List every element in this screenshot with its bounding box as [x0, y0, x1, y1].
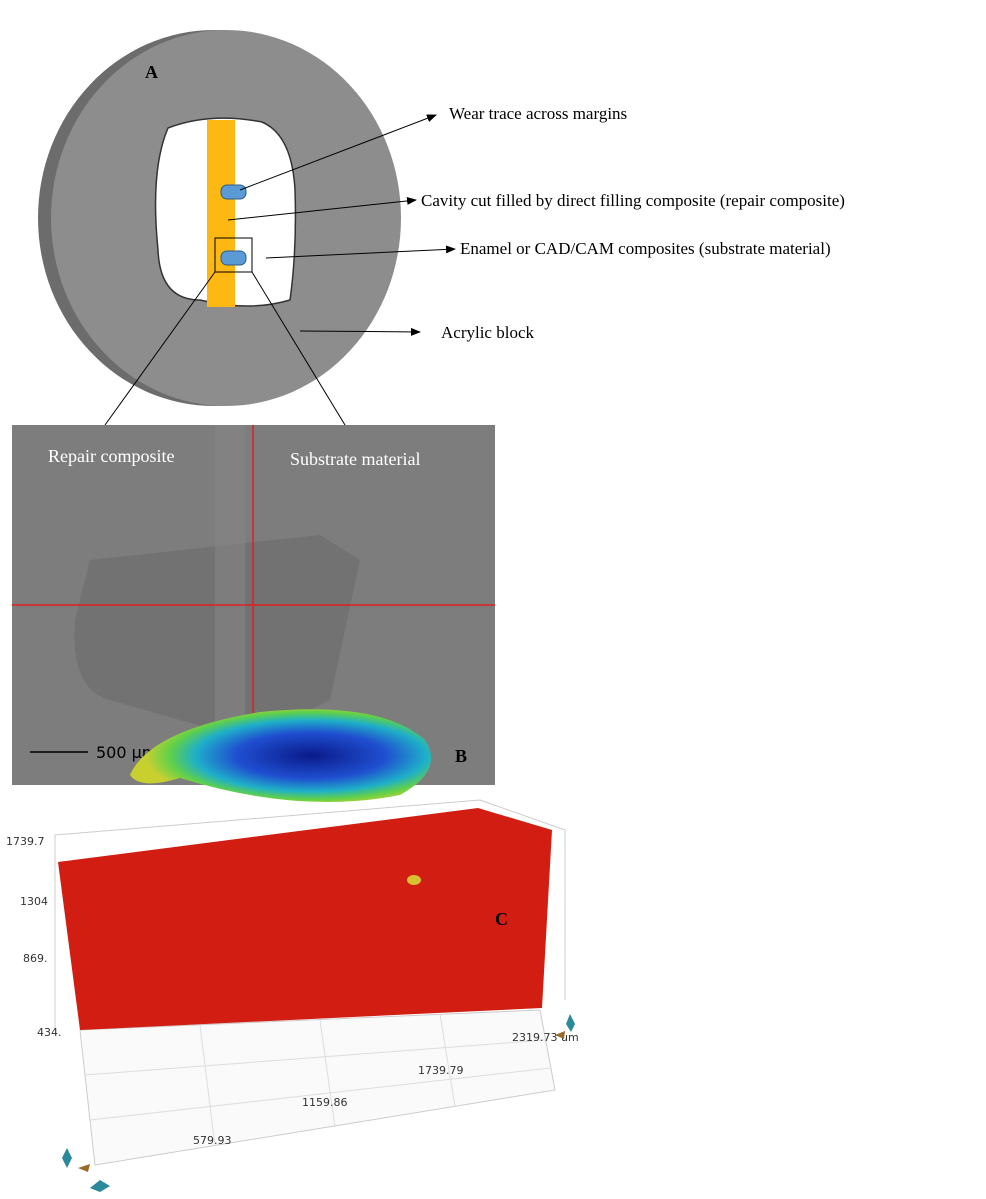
- annotation: Cavity cut filled by direct filling comp…: [421, 191, 845, 210]
- repair-strip: [207, 120, 235, 307]
- panel-label: A: [145, 62, 158, 82]
- wear-trace: [221, 251, 246, 265]
- figure: A Wear trace across margins Cavity cut f…: [0, 0, 986, 1199]
- region-label: Repair composite: [48, 446, 174, 466]
- floor-grid: [80, 1010, 555, 1165]
- annotation: Acrylic block: [441, 323, 534, 342]
- axis-label: 1739.79: [418, 1064, 464, 1077]
- axis-label: 2319.73 um: [512, 1031, 579, 1044]
- panel-label: C: [495, 909, 508, 929]
- axis-label: 1304: [20, 895, 48, 908]
- wear-trace: [221, 185, 246, 199]
- axis-label: 869.: [23, 952, 48, 965]
- page: A Wear trace across margins Cavity cut f…: [0, 0, 986, 1199]
- surface: [58, 808, 552, 1030]
- annotation: Enamel or CAD/CAM composites (substrate …: [460, 239, 831, 258]
- region-label: Substrate material: [290, 449, 420, 469]
- axis-label: 434.: [37, 1026, 62, 1039]
- panel-label: B: [455, 746, 467, 766]
- axis-label: 579.93: [193, 1134, 232, 1147]
- defect: [407, 875, 421, 885]
- annotation: Wear trace across margins: [449, 104, 627, 123]
- panel-a: A Wear trace across margins Cavity cut f…: [38, 30, 845, 425]
- axis-label: 1739.7: [6, 835, 45, 848]
- axis-label: 1159.86: [302, 1096, 348, 1109]
